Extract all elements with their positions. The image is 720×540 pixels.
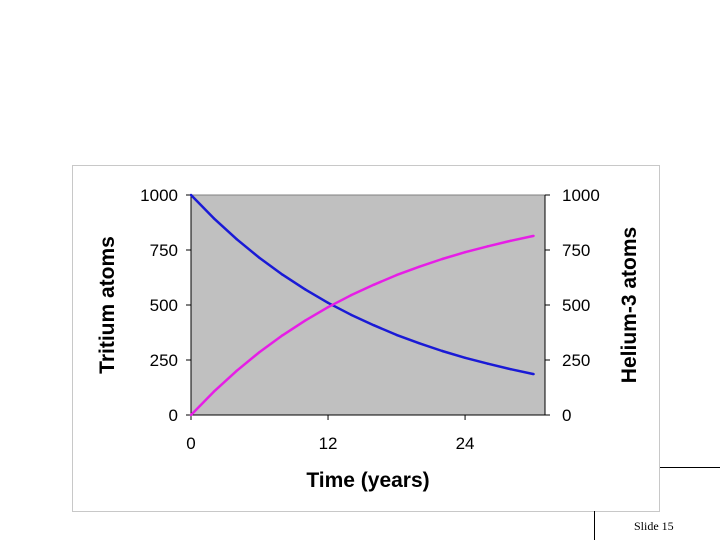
helium-data-point (463, 251, 467, 254)
helium-data-point (281, 334, 284, 337)
left-axis-title: Tritium atoms (96, 236, 119, 374)
tritium-data-point (463, 356, 467, 359)
tritium-data-point (281, 273, 284, 276)
helium-data-point (532, 234, 535, 238)
x-tick-label: 12 (319, 434, 338, 453)
footer-divider-horizontal (660, 467, 720, 468)
right-tick-label: 1000 (562, 186, 600, 205)
helium-data-point (509, 239, 512, 242)
tritium-data-point (258, 256, 261, 260)
tritium-data-point (303, 288, 307, 291)
tritium-data-point (326, 301, 330, 304)
tritium-data-point (349, 313, 353, 316)
tritium-data-point (441, 349, 444, 353)
helium-data-point (189, 413, 193, 417)
helium-data-point (326, 306, 330, 309)
helium-data-point (303, 319, 307, 322)
tritium-data-point (372, 324, 375, 327)
left-tick-label: 0 (169, 406, 178, 425)
tritium-series-line (190, 194, 534, 376)
helium-data-point (395, 273, 398, 277)
left-tick-label: 750 (150, 241, 178, 260)
helium-data-point (372, 283, 375, 286)
tritium-data-point (418, 342, 421, 345)
right-tick-label: 0 (562, 406, 571, 425)
slide-number: Slide 15 (634, 519, 674, 533)
right-axis-title: Helium-3 atoms (618, 227, 641, 383)
x-tick-label: 24 (456, 434, 475, 453)
tritium-data-point (235, 238, 238, 241)
helium-data-point (258, 350, 261, 354)
right-tick-label: 500 (562, 296, 590, 315)
tritium-data-point (509, 368, 512, 371)
axes-layer (186, 194, 550, 420)
tritium-data-point (395, 333, 398, 337)
x-tick-label: 0 (186, 434, 195, 453)
left-tick-label: 500 (150, 296, 178, 315)
helium-data-point (235, 369, 238, 372)
plot-area (190, 194, 546, 416)
right-tick-label: 750 (562, 241, 590, 260)
tritium-data-point (532, 372, 535, 376)
x-axis-title: Time (years) (306, 469, 429, 492)
right-tick-label: 250 (562, 351, 590, 370)
tritium-data-point (212, 217, 216, 220)
tritium-data-point (486, 362, 490, 365)
chart-frame: 0 0 250 250 500 500 750 750 1000 1000 0 12 24 Time (… (72, 165, 660, 512)
helium-data-point (486, 245, 490, 248)
footer-divider-vertical (594, 511, 595, 540)
helium-series-line (190, 234, 534, 416)
tritium-data-point (189, 193, 193, 197)
helium-data-point (441, 257, 444, 261)
series-layer (189, 193, 535, 417)
helium-data-point (349, 294, 353, 297)
helium-data-point (212, 390, 216, 393)
left-tick-label: 250 (150, 351, 178, 370)
left-tick-label: 1000 (140, 186, 178, 205)
helium-data-point (418, 265, 421, 268)
